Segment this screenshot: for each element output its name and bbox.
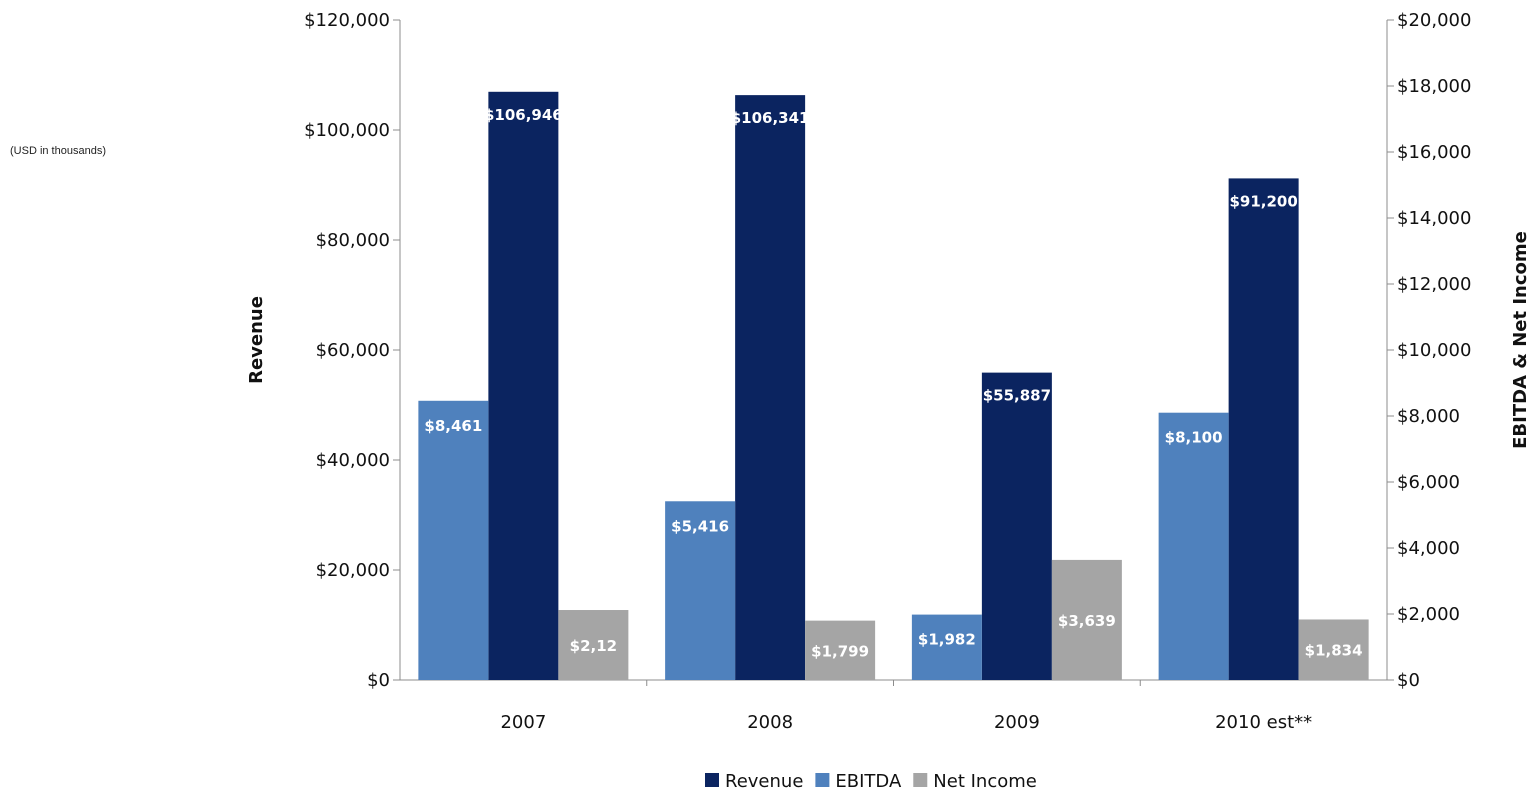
right-tick-label: $20,000 — [1397, 10, 1471, 31]
right-tick-label: $0 — [1397, 670, 1420, 691]
left-tick-label: $120,000 — [304, 10, 390, 31]
y2-axis-title: EBITDA & Net Income — [1510, 231, 1531, 449]
bar-ebitda — [1158, 412, 1229, 680]
left-tick-label: $20,000 — [316, 560, 390, 581]
data-labels: $106,946 $8,461 $2,12 $106,341 $5,416 $1,799 $… — [424, 106, 1362, 661]
category-label: 2007 — [500, 712, 546, 733]
left-tick-label: $100,000 — [304, 120, 390, 141]
right-tick-label: $18,000 — [1397, 76, 1471, 97]
category-label: 2009 — [994, 712, 1040, 733]
right-tick-label: $2,000 — [1397, 604, 1460, 625]
legend-label: EBITDA — [835, 771, 902, 792]
bar-revenue — [1228, 178, 1299, 680]
data-label-revenue: $91,200 — [1229, 192, 1297, 210]
left-tick-label: $60,000 — [316, 340, 390, 361]
left-tick-label: $40,000 — [316, 450, 390, 471]
data-label-revenue: $106,946 — [484, 106, 563, 124]
bar-ebitda — [911, 614, 982, 680]
right-tick-label: $12,000 — [1397, 274, 1471, 295]
bar-revenue — [488, 91, 559, 680]
data-label-ebitda: $8,461 — [424, 417, 482, 435]
legend: Revenue EBITDA Net Income — [705, 771, 1037, 792]
bar-net-income — [1298, 619, 1369, 680]
legend-label: Revenue — [725, 771, 803, 792]
bars — [418, 91, 1369, 680]
category-label: 2008 — [747, 712, 793, 733]
bar-net-income — [805, 620, 876, 680]
units-note: (USD in thousands) — [10, 145, 106, 157]
data-label-net-income: $2,12 — [570, 637, 617, 655]
data-label-net-income: $1,834 — [1305, 642, 1363, 660]
axes: $0 $20,000 $40,000 $60,000 $80,000 $100,000 $1… — [246, 10, 1531, 733]
legend-label: Net Income — [933, 771, 1037, 792]
legend-swatch — [815, 773, 830, 787]
category-label: 2010 est** — [1215, 712, 1312, 733]
right-tick-label: $6,000 — [1397, 472, 1460, 493]
data-label-ebitda: $5,416 — [671, 517, 729, 535]
bar-revenue — [735, 95, 806, 680]
data-label-net-income: $1,799 — [811, 642, 869, 660]
right-tick-label: $16,000 — [1397, 142, 1471, 163]
legend-swatch — [705, 773, 719, 787]
right-tick-label: $4,000 — [1397, 538, 1460, 559]
data-label-net-income: $3,639 — [1058, 612, 1116, 630]
data-label-revenue: $106,341 — [731, 109, 810, 127]
data-label-ebitda: $1,982 — [918, 631, 976, 649]
left-tick-label: $0 — [367, 670, 390, 691]
y-axis-title: Revenue — [246, 296, 267, 384]
bar-ebitda — [418, 400, 489, 680]
bar-ebitda — [665, 501, 736, 680]
bar-net-income — [1051, 559, 1122, 680]
right-tick-label: $14,000 — [1397, 208, 1471, 229]
right-tick-label: $10,000 — [1397, 340, 1471, 361]
bar-net-income — [558, 610, 629, 680]
bar-revenue — [981, 372, 1052, 680]
right-tick-label: $8,000 — [1397, 406, 1460, 427]
data-label-revenue: $55,887 — [983, 387, 1051, 405]
legend-swatch — [913, 773, 928, 787]
left-tick-label: $80,000 — [316, 230, 390, 251]
data-label-ebitda: $8,100 — [1165, 429, 1223, 447]
